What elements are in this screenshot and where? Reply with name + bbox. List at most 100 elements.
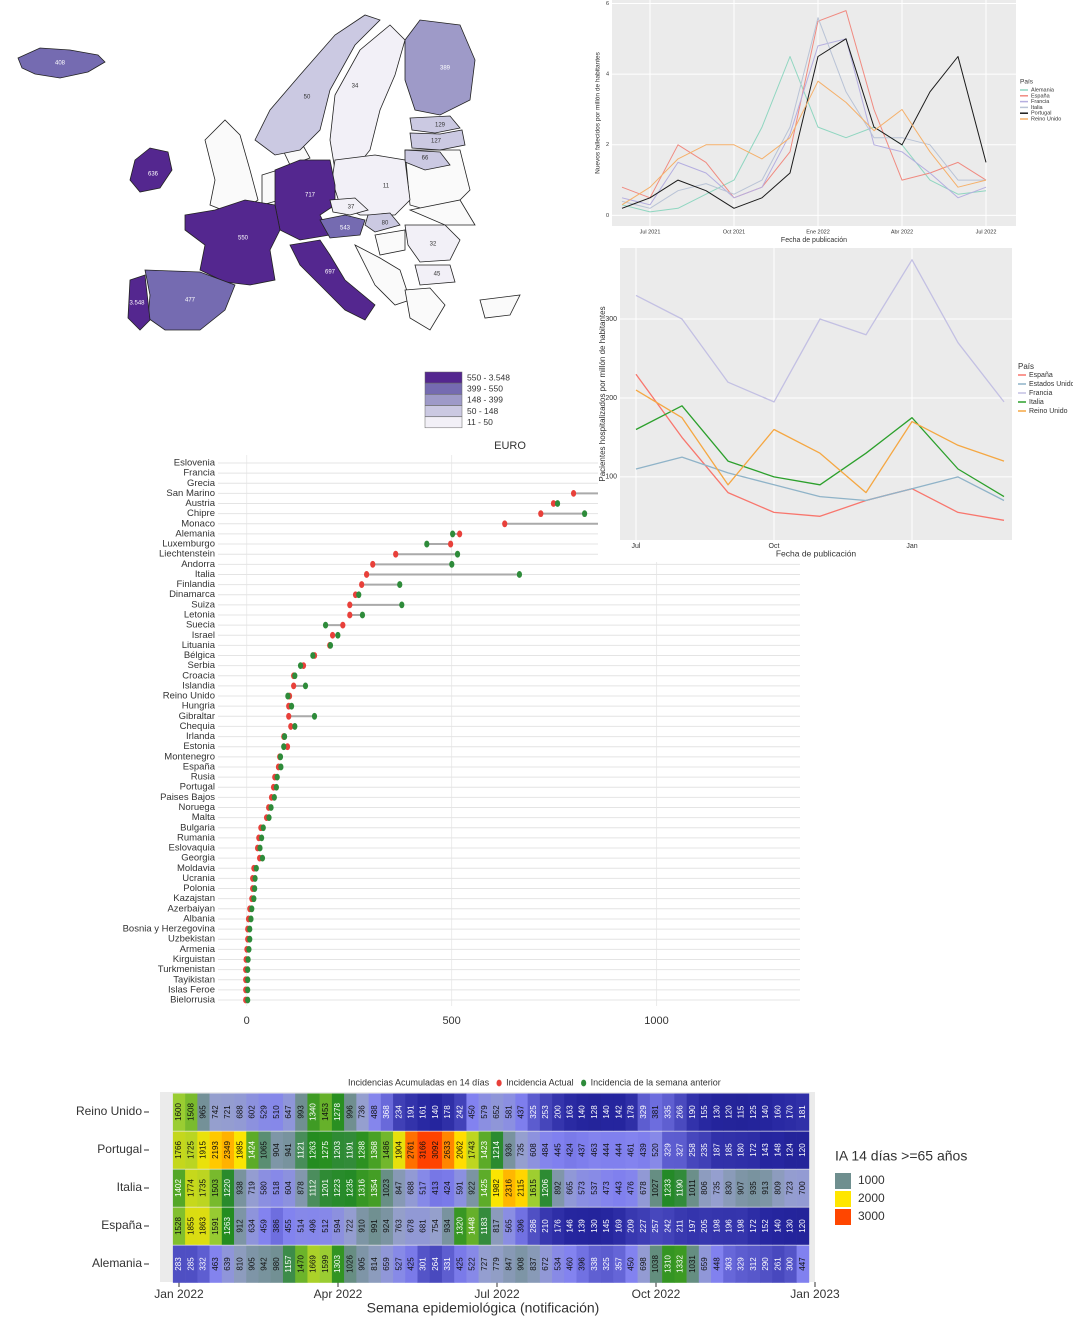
legend-label: Italia — [1029, 399, 1044, 406]
cell-label: 140 — [602, 1105, 611, 1119]
cell-label: 325 — [529, 1105, 538, 1119]
cell-label: 115 — [737, 1105, 746, 1118]
x-axis-title: Semana epidemiológica (notificación) — [367, 1300, 600, 1316]
cell-label: 942 — [260, 1257, 269, 1271]
x-tick-label: Abr 2022 — [891, 229, 913, 235]
cell-label: 242 — [455, 1105, 464, 1119]
cell-label: 517 — [419, 1181, 428, 1195]
cell-label: 837 — [529, 1257, 538, 1271]
cell-label: 145 — [602, 1219, 611, 1233]
cell-label: 736 — [358, 1105, 367, 1119]
cell-label: 1303 — [333, 1255, 342, 1273]
cell-label: 529 — [260, 1105, 269, 1119]
x-axis-title: Fecha de publicación — [776, 548, 857, 558]
cell-label: 1235 — [345, 1179, 354, 1197]
cell-label: 261 — [773, 1257, 782, 1271]
cell-label: 1424 — [247, 1141, 256, 1159]
cell-label: 327 — [676, 1143, 685, 1157]
x-axis-title: Fecha de publicación — [781, 237, 847, 244]
point — [399, 601, 404, 608]
cell-label: 386 — [272, 1219, 281, 1233]
cell-label: 1332 — [676, 1255, 685, 1273]
cell-label: 300 — [786, 1257, 795, 1271]
point — [251, 895, 256, 902]
cell-label: 124 — [786, 1143, 795, 1157]
legend-label: Reino Unido — [1031, 116, 1061, 122]
y-tick-label: 0 — [606, 213, 609, 219]
point — [278, 764, 283, 771]
point — [356, 591, 361, 598]
cell-label: 1038 — [651, 1255, 660, 1273]
cell-label: 1031 — [688, 1255, 697, 1273]
x-tick-label: 1000 — [644, 1015, 668, 1027]
cell-label: 830 — [724, 1181, 733, 1195]
cell-label: 1743 — [468, 1141, 477, 1159]
cell-label: 1503 — [211, 1179, 220, 1197]
point — [502, 520, 507, 527]
cell-label: 2761 — [406, 1141, 415, 1159]
point — [254, 865, 259, 872]
legend-label: 1000 — [858, 1173, 885, 1187]
cell-label: 1982 — [492, 1179, 501, 1197]
cell-label: 1863 — [199, 1217, 208, 1235]
cell-label: 1591 — [211, 1217, 220, 1235]
cell-label: 210 — [541, 1219, 550, 1233]
cell-label: 907 — [737, 1181, 746, 1195]
cell-label: 1263 — [309, 1141, 318, 1159]
legend-label: 2000 — [858, 1191, 885, 1205]
cell-label: 912 — [235, 1219, 244, 1233]
cell-label: 922 — [468, 1181, 477, 1195]
cell-label: 722 — [345, 1219, 354, 1233]
cell-label: 1278 — [333, 1103, 342, 1121]
cell-label: 172 — [749, 1143, 758, 1157]
region-label: 66 — [422, 156, 429, 162]
point — [278, 753, 283, 760]
point — [582, 510, 587, 517]
cell-label: 460 — [565, 1257, 574, 1271]
cell-label: 329 — [737, 1257, 746, 1271]
cell-label: 659 — [700, 1257, 709, 1271]
legend-swatch — [425, 372, 462, 383]
cell-label: 140 — [431, 1105, 440, 1119]
page: 408636503438912912766117175504773.548697… — [0, 0, 1073, 1319]
point — [310, 652, 315, 659]
cell-label: 727 — [480, 1257, 489, 1271]
point — [261, 824, 266, 831]
cell-label: 3092 — [431, 1141, 440, 1159]
point — [245, 986, 250, 993]
cell-label: 935 — [749, 1181, 758, 1195]
cell-label: 437 — [517, 1105, 526, 1119]
cell-label: 905 — [358, 1257, 367, 1271]
cell-label: 461 — [627, 1143, 636, 1157]
point — [364, 571, 369, 578]
cell-label: 2349 — [223, 1141, 232, 1159]
cell-label: 1615 — [529, 1179, 538, 1197]
region-label: 45 — [434, 272, 441, 278]
cell-label: 779 — [492, 1257, 501, 1271]
region-label: 543 — [340, 226, 351, 232]
point — [298, 662, 303, 669]
cell-label: 700 — [798, 1181, 807, 1195]
cell-label: 140 — [578, 1105, 587, 1119]
y-tick-label: 2 — [606, 142, 609, 148]
cell-label: 721 — [223, 1105, 232, 1119]
cell-label: 130 — [786, 1219, 795, 1233]
cell-label: 580 — [260, 1181, 269, 1195]
cell-label: 139 — [578, 1219, 587, 1233]
region-label: 697 — [325, 270, 336, 276]
legend-label: Incidencia Actual — [506, 1077, 574, 1087]
point — [370, 561, 375, 568]
point — [292, 672, 297, 679]
cell-label: 396 — [578, 1257, 587, 1271]
cell-label: 1157 — [284, 1255, 293, 1273]
cell-label: 659 — [382, 1257, 391, 1271]
cell-label: 719 — [247, 1181, 256, 1195]
cell-label: 148 — [773, 1143, 782, 1157]
cell-label: 381 — [651, 1105, 660, 1119]
cell-label: 437 — [578, 1143, 587, 1157]
cell-label: 444 — [614, 1143, 623, 1157]
x-tick-label: Ene 2022 — [806, 229, 830, 235]
cell-label: 806 — [700, 1181, 709, 1195]
point — [450, 531, 455, 538]
cell-label: 934 — [443, 1219, 452, 1233]
